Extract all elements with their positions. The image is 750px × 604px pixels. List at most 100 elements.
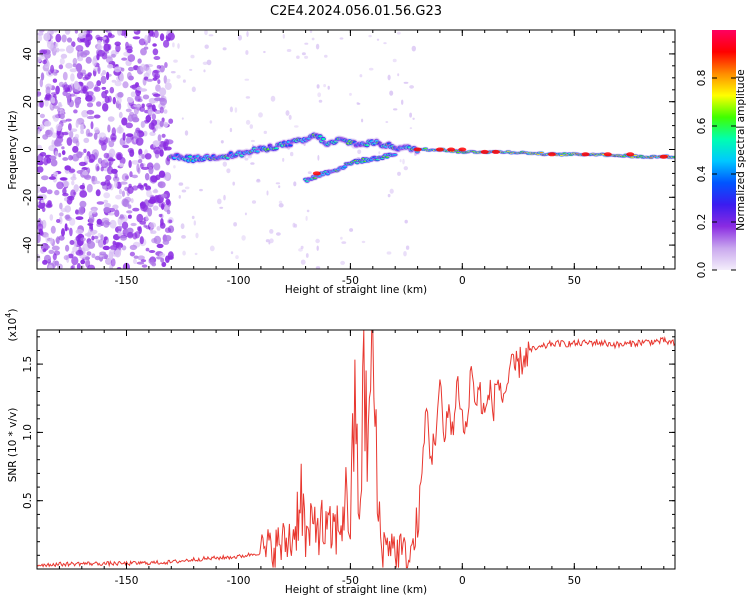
noise-speckle	[199, 188, 203, 192]
noise-speckle	[73, 184, 79, 193]
noise-speckle	[41, 175, 49, 181]
noise-speckle	[263, 50, 266, 54]
ridge-core	[320, 173, 325, 176]
noise-speckle	[244, 78, 250, 81]
noise-speckle	[159, 146, 164, 150]
noise-speckle	[269, 229, 274, 234]
noise-speckle	[152, 77, 158, 81]
noise-speckle	[184, 130, 189, 136]
noise-speckle	[43, 32, 51, 42]
noise-speckle	[233, 222, 238, 227]
noise-speckle	[98, 132, 107, 141]
ridge-core	[313, 177, 317, 179]
noise-speckle	[71, 256, 79, 266]
ridge-core	[321, 137, 326, 141]
noise-speckle	[82, 37, 87, 44]
noise-speckle	[104, 254, 108, 259]
noise-speckle	[107, 124, 111, 133]
noise-speckle	[160, 257, 165, 263]
noise-speckle	[163, 109, 168, 114]
ridge-core	[211, 154, 216, 157]
noise-speckle	[51, 245, 60, 251]
noise-speckle	[278, 185, 281, 189]
noise-speckle	[49, 45, 57, 52]
noise-speckle	[59, 202, 63, 210]
noise-speckle	[263, 130, 267, 134]
noise-speckle	[64, 30, 71, 35]
noise-speckle	[251, 200, 257, 204]
ridge-core	[506, 150, 511, 152]
noise-speckle	[219, 206, 224, 209]
noise-speckle	[117, 91, 124, 98]
noise-speckle	[53, 250, 61, 256]
noise-speckle	[86, 115, 95, 120]
noise-speckle	[385, 121, 389, 123]
noise-speckle	[58, 152, 62, 158]
noise-speckle	[155, 84, 161, 92]
noise-speckle	[409, 112, 412, 118]
noise-speckle	[340, 236, 343, 240]
noise-speckle	[109, 245, 118, 251]
noise-speckle	[223, 194, 226, 201]
noise-speckle	[104, 202, 111, 209]
noise-speckle	[144, 173, 150, 181]
noise-speckle	[78, 246, 82, 255]
noise-speckle	[80, 237, 86, 242]
noise-speckle	[53, 72, 58, 76]
noise-speckle	[61, 150, 66, 156]
noise-speckle	[133, 104, 141, 108]
noise-speckle	[90, 121, 94, 130]
noise-speckle	[77, 65, 83, 74]
noise-speckle	[107, 64, 114, 69]
noise-speckle	[96, 201, 105, 205]
noise-speckle	[118, 225, 123, 230]
noise-speckle	[134, 94, 141, 102]
noise-speckle	[189, 68, 193, 71]
noise-speckle	[54, 189, 60, 196]
noise-speckle	[102, 36, 107, 40]
colorbar-tick-label: 0.0	[696, 262, 708, 279]
noise-speckle	[294, 125, 299, 128]
ridge-core	[393, 153, 397, 156]
noise-speckle	[114, 172, 118, 179]
noise-speckle	[96, 166, 100, 171]
noise-speckle	[163, 40, 170, 48]
x-tick-label: 50	[568, 575, 581, 587]
colorbar-tick-label: 0.4	[696, 165, 708, 182]
y-tick-label: -40	[22, 237, 34, 254]
noise-speckle	[285, 110, 290, 116]
noise-speckle	[402, 158, 405, 165]
noise-speckle	[72, 145, 79, 153]
noise-speckle	[39, 113, 46, 119]
noise-speckle	[85, 33, 93, 42]
noise-speckle	[56, 181, 64, 190]
snr-y-multiplier: (x104)	[4, 309, 19, 342]
noise-speckle	[145, 67, 152, 76]
noise-speckle	[361, 240, 366, 244]
noise-speckle	[45, 234, 50, 243]
noise-speckle	[103, 206, 111, 213]
noise-speckle	[65, 45, 74, 54]
noise-speckle	[141, 154, 145, 159]
noise-speckle	[81, 110, 89, 118]
noise-speckle	[153, 30, 159, 38]
y-tick-label: 0.5	[22, 492, 34, 509]
noise-speckle	[305, 253, 309, 258]
noise-speckle	[37, 253, 41, 262]
noise-speckle	[87, 228, 93, 236]
noise-speckle	[208, 34, 214, 37]
noise-speckle	[114, 209, 120, 217]
ridge-core	[239, 154, 244, 157]
noise-speckle	[306, 209, 310, 213]
y-tick-label: 40	[22, 47, 34, 60]
colorbar-tick-label: 0.2	[696, 214, 708, 231]
noise-speckle	[341, 241, 347, 244]
ridge-core	[318, 135, 323, 138]
noise-speckle	[209, 120, 213, 124]
ridge-core	[305, 180, 310, 182]
noise-speckle	[95, 189, 101, 197]
noise-speckle	[122, 132, 126, 141]
noise-speckle	[102, 103, 109, 112]
noise-speckle	[275, 182, 281, 185]
noise-speckle	[191, 86, 196, 93]
